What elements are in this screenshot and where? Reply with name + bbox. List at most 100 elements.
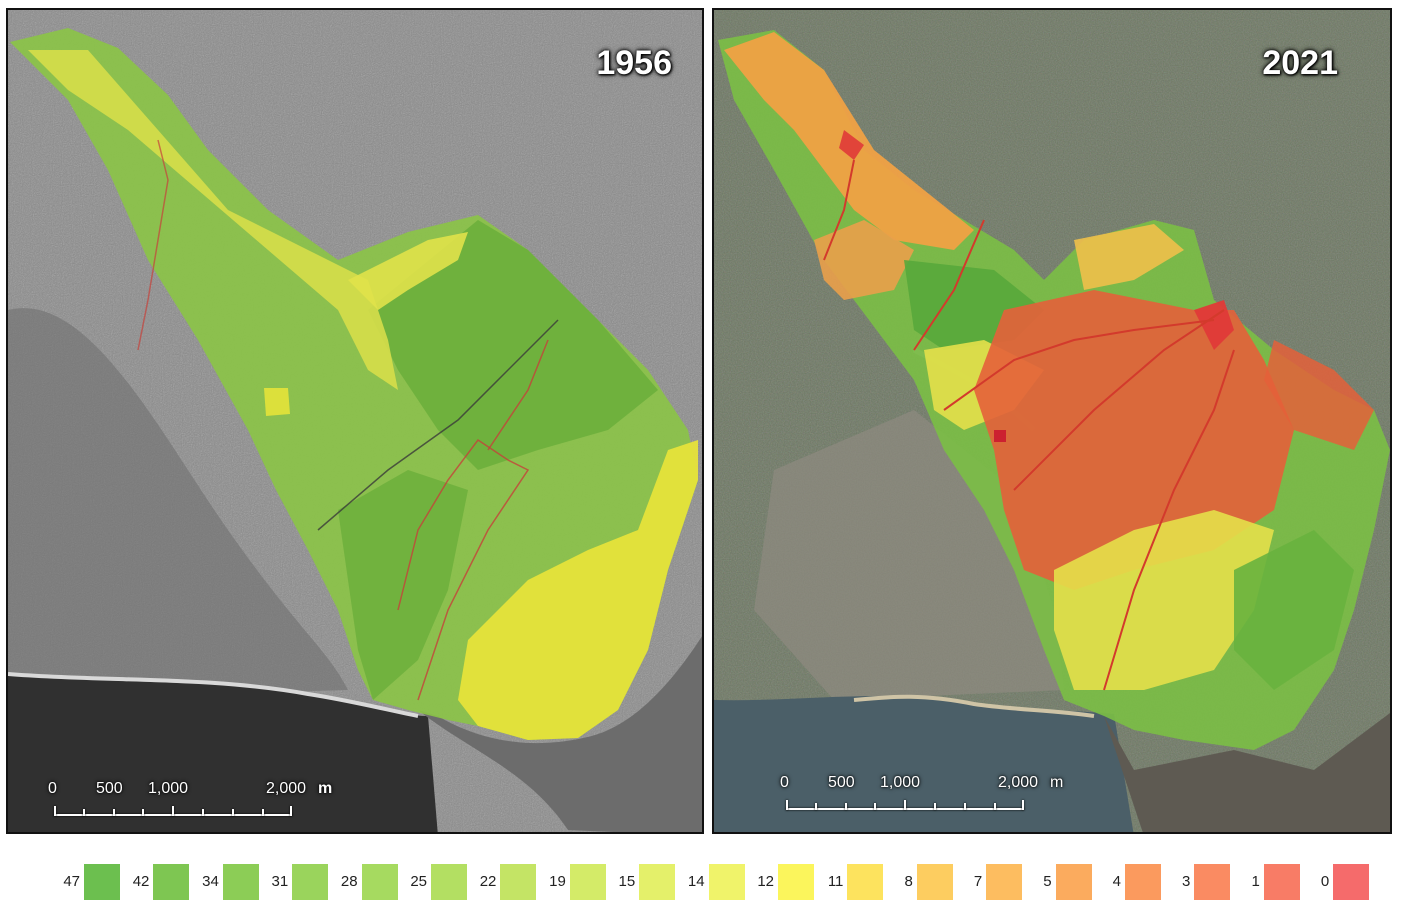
orthophoto-1956-map — [8, 10, 702, 832]
road-cross — [317, 319, 559, 531]
road-south — [397, 438, 530, 701]
cape-headland — [1104, 713, 1390, 832]
legend-swatch — [639, 864, 676, 900]
legend-item: 28 — [318, 864, 398, 900]
legend-item: 22 — [456, 864, 537, 900]
legend-swatch — [569, 864, 606, 900]
legend-swatch — [292, 864, 329, 900]
legend-item: 1 — [1220, 864, 1300, 900]
legend-item: 11 — [803, 864, 884, 900]
legend-label: 15 — [618, 873, 636, 890]
scale-tick — [142, 809, 144, 816]
road-cross — [943, 319, 1215, 411]
scale-tick — [874, 803, 876, 810]
scale-tick-label: 500 — [828, 774, 855, 791]
legend-label: 22 — [479, 873, 497, 890]
legend-label: 12 — [757, 873, 774, 890]
zone-red-hotspot-north — [839, 130, 864, 160]
scale-tick — [202, 809, 204, 816]
legend-swatch — [1125, 864, 1161, 900]
legend: 47 42 34 31 28 25 22 19 15 14 12 11 8 7 5 4 3 1 0 — [0, 860, 1404, 904]
zone-orange-patch — [814, 220, 914, 300]
scale-tick-label: 500 — [96, 780, 123, 797]
zone-red-block — [994, 430, 1006, 442]
road-motorway-link — [913, 219, 985, 351]
legend-item: 42 — [109, 864, 190, 900]
scale-tick — [83, 809, 85, 816]
zone-sparse-coast — [458, 440, 698, 740]
scale-tick — [172, 806, 174, 816]
legend-swatch — [1055, 864, 1092, 900]
scale-tick — [994, 803, 996, 810]
scale-tick — [964, 803, 966, 810]
zone-yellow-east — [1074, 224, 1184, 290]
legend-item: 3 — [1150, 864, 1231, 900]
legend-label: 1 — [1251, 873, 1260, 890]
legend-swatch — [708, 864, 745, 900]
road-east — [487, 339, 549, 451]
legend-swatch — [1263, 864, 1300, 900]
beach — [853, 694, 1095, 718]
legend-item: 14 — [665, 864, 745, 900]
legend-label: 25 — [410, 873, 427, 890]
legend-item: 34 — [179, 864, 259, 900]
legend-swatch — [1333, 864, 1370, 900]
legend-item: 0 — [1289, 864, 1370, 900]
legend-label: 7 — [973, 873, 983, 890]
scale-tick-label: 1,000 — [880, 774, 921, 791]
map-panel-1956: 1956 0 500 1,000 2,000 m — [6, 8, 704, 834]
basin-polygon — [10, 28, 698, 740]
legend-label: 0 — [1320, 873, 1330, 890]
zone-riverbed-branch — [348, 232, 468, 310]
zone-yellow-south — [1054, 510, 1274, 690]
legend-label: 14 — [687, 873, 705, 890]
legend-item: 12 — [734, 864, 814, 900]
scale-unit: m — [1050, 774, 1064, 791]
sea — [714, 695, 1134, 832]
legend-swatch — [916, 864, 953, 900]
legend-item: 19 — [526, 864, 606, 900]
legend-item: 8 — [873, 864, 953, 900]
scale-tick-label: 0 — [48, 780, 57, 797]
legend-label: 47 — [63, 873, 80, 890]
legend-swatch — [431, 864, 467, 900]
scale-tick — [786, 800, 788, 810]
legend-label: 34 — [202, 873, 219, 890]
zone-dense-vegetation-south — [338, 470, 468, 700]
coastline — [8, 672, 419, 718]
road-diagonal — [1013, 309, 1225, 491]
legend-swatch — [847, 864, 884, 900]
zone-dense-vegetation — [368, 220, 658, 470]
legend-label: 28 — [340, 873, 358, 890]
scale-tick-label: 2,000 — [998, 774, 1039, 791]
legend-label: 5 — [1043, 873, 1052, 890]
legend-item: 47 — [40, 864, 120, 900]
scale-tick — [232, 809, 234, 816]
scale-tick — [54, 806, 56, 816]
scale-tick — [815, 803, 817, 810]
scale-tick-label: 2,000 — [266, 780, 307, 797]
orthophoto-2021-map — [714, 10, 1390, 832]
map-panel-2021: 2021 0 500 1,000 2,000 m — [712, 8, 1392, 834]
legend-label: 4 — [1112, 873, 1121, 890]
year-label: 1956 — [596, 44, 672, 82]
zone-red-east — [1264, 340, 1374, 450]
zone-green-south — [1234, 530, 1354, 690]
scale-bar: 0 500 1,000 2,000 m — [48, 780, 348, 830]
legend-swatch — [222, 864, 259, 900]
zone-red-hotspot — [1194, 300, 1234, 350]
legend-label: 8 — [904, 873, 913, 890]
road-south — [1103, 349, 1235, 691]
terrain-shade — [8, 308, 348, 700]
legend-swatch — [500, 864, 537, 900]
scale-tick — [904, 800, 906, 810]
scale-bar: 0 500 1,000 2,000 m — [780, 774, 1080, 824]
legend-swatch — [986, 864, 1023, 900]
legend-label: 31 — [271, 873, 289, 890]
legend-swatch — [778, 864, 814, 900]
zone-patch — [264, 388, 290, 416]
legend-item: 25 — [387, 864, 467, 900]
scale-unit: m — [318, 780, 333, 797]
legend-swatch — [153, 864, 190, 900]
scale-tick — [934, 803, 936, 810]
